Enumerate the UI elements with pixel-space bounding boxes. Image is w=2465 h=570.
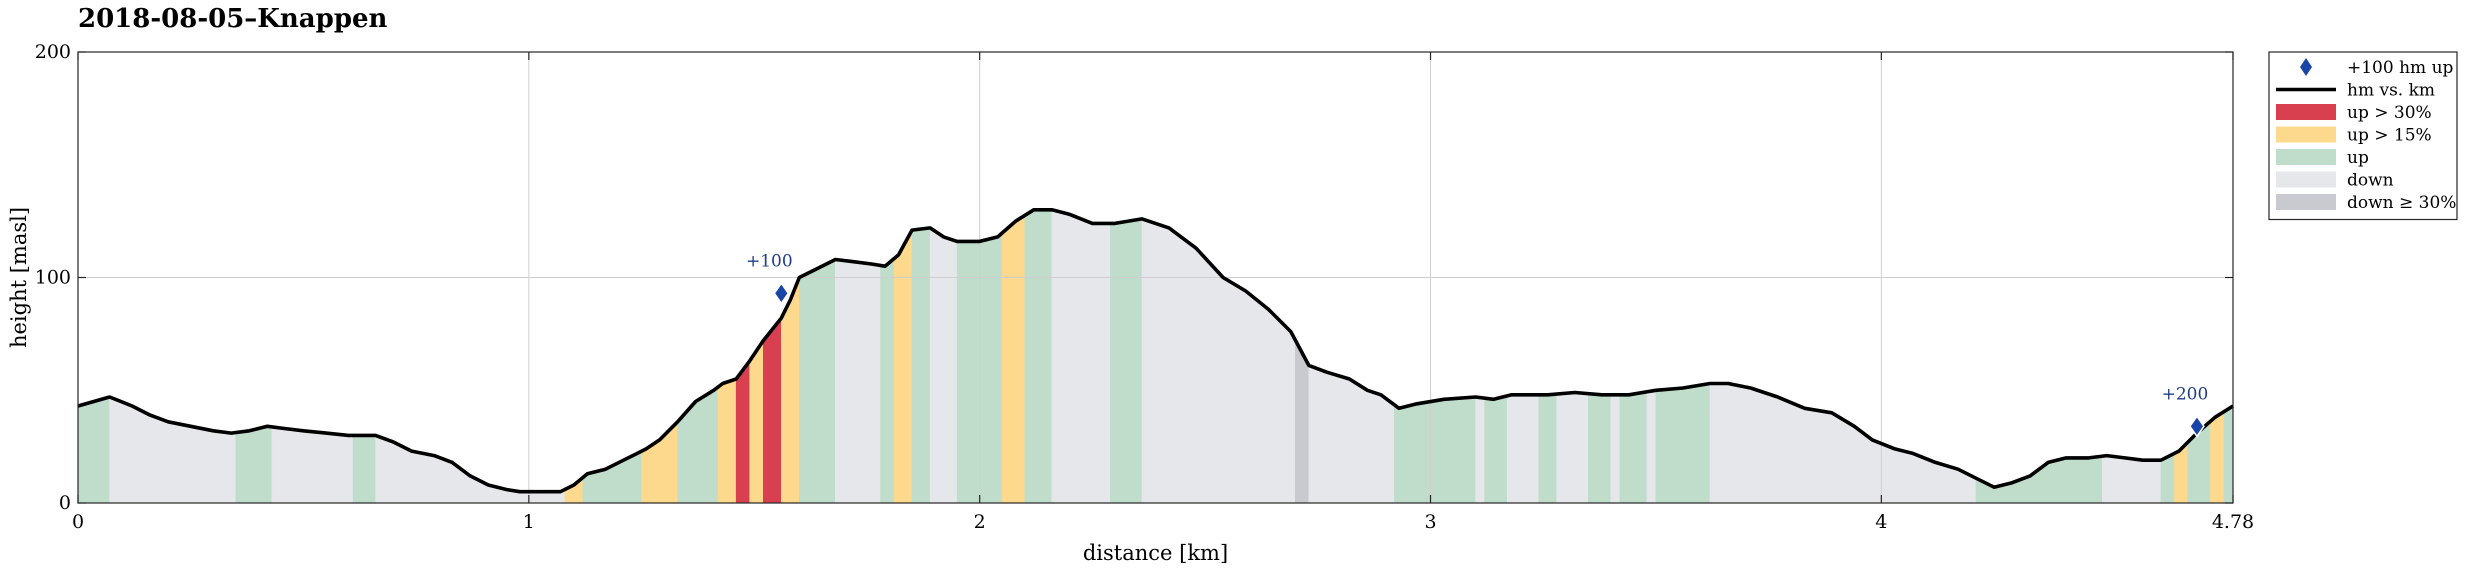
- climb-marker-0: [773, 281, 790, 305]
- x-tick-label-1: 1: [523, 511, 535, 533]
- legend-label-line: hm vs. km: [2347, 81, 2435, 101]
- band-up-39: [1655, 383, 1711, 504]
- band-up-15: [799, 259, 836, 504]
- y-tick-label-2: 200: [35, 41, 71, 63]
- y-tick-label-1: 100: [35, 267, 71, 289]
- grid-lines: [78, 52, 2233, 503]
- y-tick-label-0: 0: [59, 492, 71, 514]
- climb-markers: +100 +200: [746, 251, 2209, 438]
- legend-swatch-down30: [2276, 194, 2336, 210]
- axes: 0 1 2 3 4 4.78 0 100 200: [35, 41, 2254, 533]
- band-down-32: [1506, 394, 1539, 504]
- band-up-47: [2223, 405, 2234, 504]
- slope-bands: [77, 209, 2234, 504]
- band-up-17: [880, 258, 895, 504]
- band-up15-46: [2210, 411, 2225, 504]
- band-up-19: [911, 227, 931, 504]
- band-up15-10: [717, 378, 737, 504]
- band-down-36: [1610, 394, 1621, 504]
- chart-title: 2018-08-05–Knappen: [78, 4, 388, 34]
- x-axis-label: distance [km]: [1083, 541, 1228, 565]
- band-down-30: [1475, 396, 1485, 504]
- climb-marker-label-1: +200: [2162, 384, 2209, 404]
- climb-marker-1: [2189, 415, 2205, 438]
- band-down-34: [1556, 392, 1589, 504]
- band-up-2: [235, 425, 273, 504]
- legend-swatch-up: [2276, 149, 2336, 165]
- band-down-3: [271, 426, 354, 504]
- legend-swatch-up15: [2276, 126, 2336, 143]
- legend-label-down: down: [2347, 171, 2394, 191]
- band-down-42: [2102, 455, 2162, 504]
- legend-label-up30: up > 30%: [2347, 103, 2432, 123]
- band-up-0: [77, 396, 110, 504]
- legend-label-marker: +100 hm up: [2347, 58, 2454, 78]
- band-up-29: [1394, 396, 1476, 504]
- band-up-33: [1538, 393, 1557, 504]
- legend-swatch-marker: [2300, 58, 2312, 76]
- band-up15-18: [893, 229, 913, 504]
- band-up-37: [1619, 391, 1648, 504]
- x-tick-label-2: 2: [974, 511, 986, 533]
- band-down-20: [929, 227, 958, 504]
- legend-label-up15: up > 15%: [2347, 126, 2432, 146]
- x-tick-label-5: 4.78: [2212, 511, 2254, 533]
- band-up-25: [1110, 218, 1143, 504]
- band-down-24: [1051, 209, 1111, 504]
- profile-line-group: [77, 208, 2234, 494]
- x-tick-label-0: 0: [72, 511, 84, 533]
- legend-label-down30: down ≥ 30%: [2347, 193, 2456, 213]
- legend-swatch-down: [2276, 171, 2336, 188]
- climb-marker-label-0: +100: [746, 251, 793, 271]
- y-axis-label: height [masl]: [7, 207, 31, 348]
- band-up30-11: [735, 359, 750, 504]
- x-tick-label-3: 3: [1424, 511, 1436, 533]
- band-up30-13: [763, 317, 782, 504]
- band-up-35: [1588, 393, 1612, 504]
- legend-label-up: up: [2347, 148, 2369, 168]
- band-down-16: [835, 259, 881, 504]
- band-up15-12: [749, 339, 764, 504]
- band-down-38: [1646, 389, 1657, 504]
- band-up15-22: [1001, 214, 1026, 504]
- band-up-4: [352, 435, 376, 504]
- band-up-23: [1024, 209, 1053, 504]
- band-up-31: [1484, 395, 1508, 504]
- x-tick-label-4: 4: [1875, 511, 1887, 533]
- legend-swatch-up30: [2276, 104, 2336, 120]
- profile-line: [77, 208, 2234, 494]
